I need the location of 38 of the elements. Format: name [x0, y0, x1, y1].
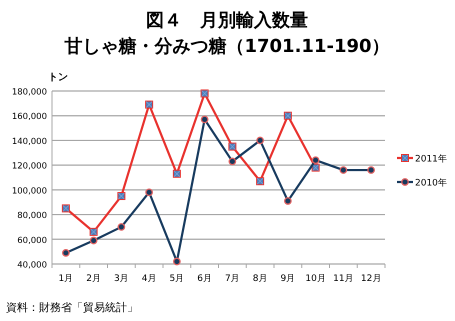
- point: [145, 188, 153, 196]
- legend-label: 2011年: [415, 154, 447, 164]
- x-tick-label: 4月: [142, 274, 156, 284]
- point: [200, 116, 208, 124]
- y-tick-label: 160,000: [12, 112, 47, 122]
- y-tick-label: 100,000: [12, 186, 47, 196]
- point: [118, 223, 126, 231]
- text: 資料：財務省「貿易統計」: [6, 301, 138, 314]
- x-tick-label: 6月: [197, 274, 212, 284]
- point: [62, 249, 70, 257]
- x-tick-label: 8月: [252, 274, 268, 284]
- y-tick-label: 180,000: [12, 88, 47, 98]
- chart-subtitle: 甘しゃ糖・分みつ糖（1701.11-190）: [63, 36, 390, 57]
- y-tick-label: 120,000: [12, 162, 47, 172]
- x-tick-label: 10月: [305, 274, 326, 284]
- legend-label: 2010年: [415, 178, 447, 188]
- x-tick-label: 12月: [360, 274, 382, 284]
- x-tick-label: 7月: [225, 274, 240, 284]
- x-tick-label: 1月: [58, 274, 74, 284]
- x-tick-label: 11月: [333, 274, 354, 284]
- x-tick-label: 5月: [170, 274, 184, 284]
- point: [367, 166, 375, 174]
- point: [90, 236, 98, 244]
- y-tick-label: 40,000: [17, 260, 47, 270]
- x-tick-label: 2月: [86, 274, 101, 284]
- y-tick-label: 140,000: [12, 136, 47, 147]
- point: [173, 258, 181, 266]
- y-tick-label: 60,000: [17, 236, 47, 246]
- point: [228, 158, 236, 166]
- y-axis-title: トン: [48, 72, 68, 83]
- point: [312, 156, 320, 164]
- x-tick-label: 3月: [114, 274, 129, 284]
- chart-title: 図４ 月別輸入数量: [146, 10, 308, 31]
- point: [340, 166, 348, 174]
- x-tick-label: 9月: [280, 274, 296, 284]
- point: [256, 136, 264, 144]
- point: [284, 197, 292, 205]
- y-tick-label: 80,000: [17, 211, 47, 222]
